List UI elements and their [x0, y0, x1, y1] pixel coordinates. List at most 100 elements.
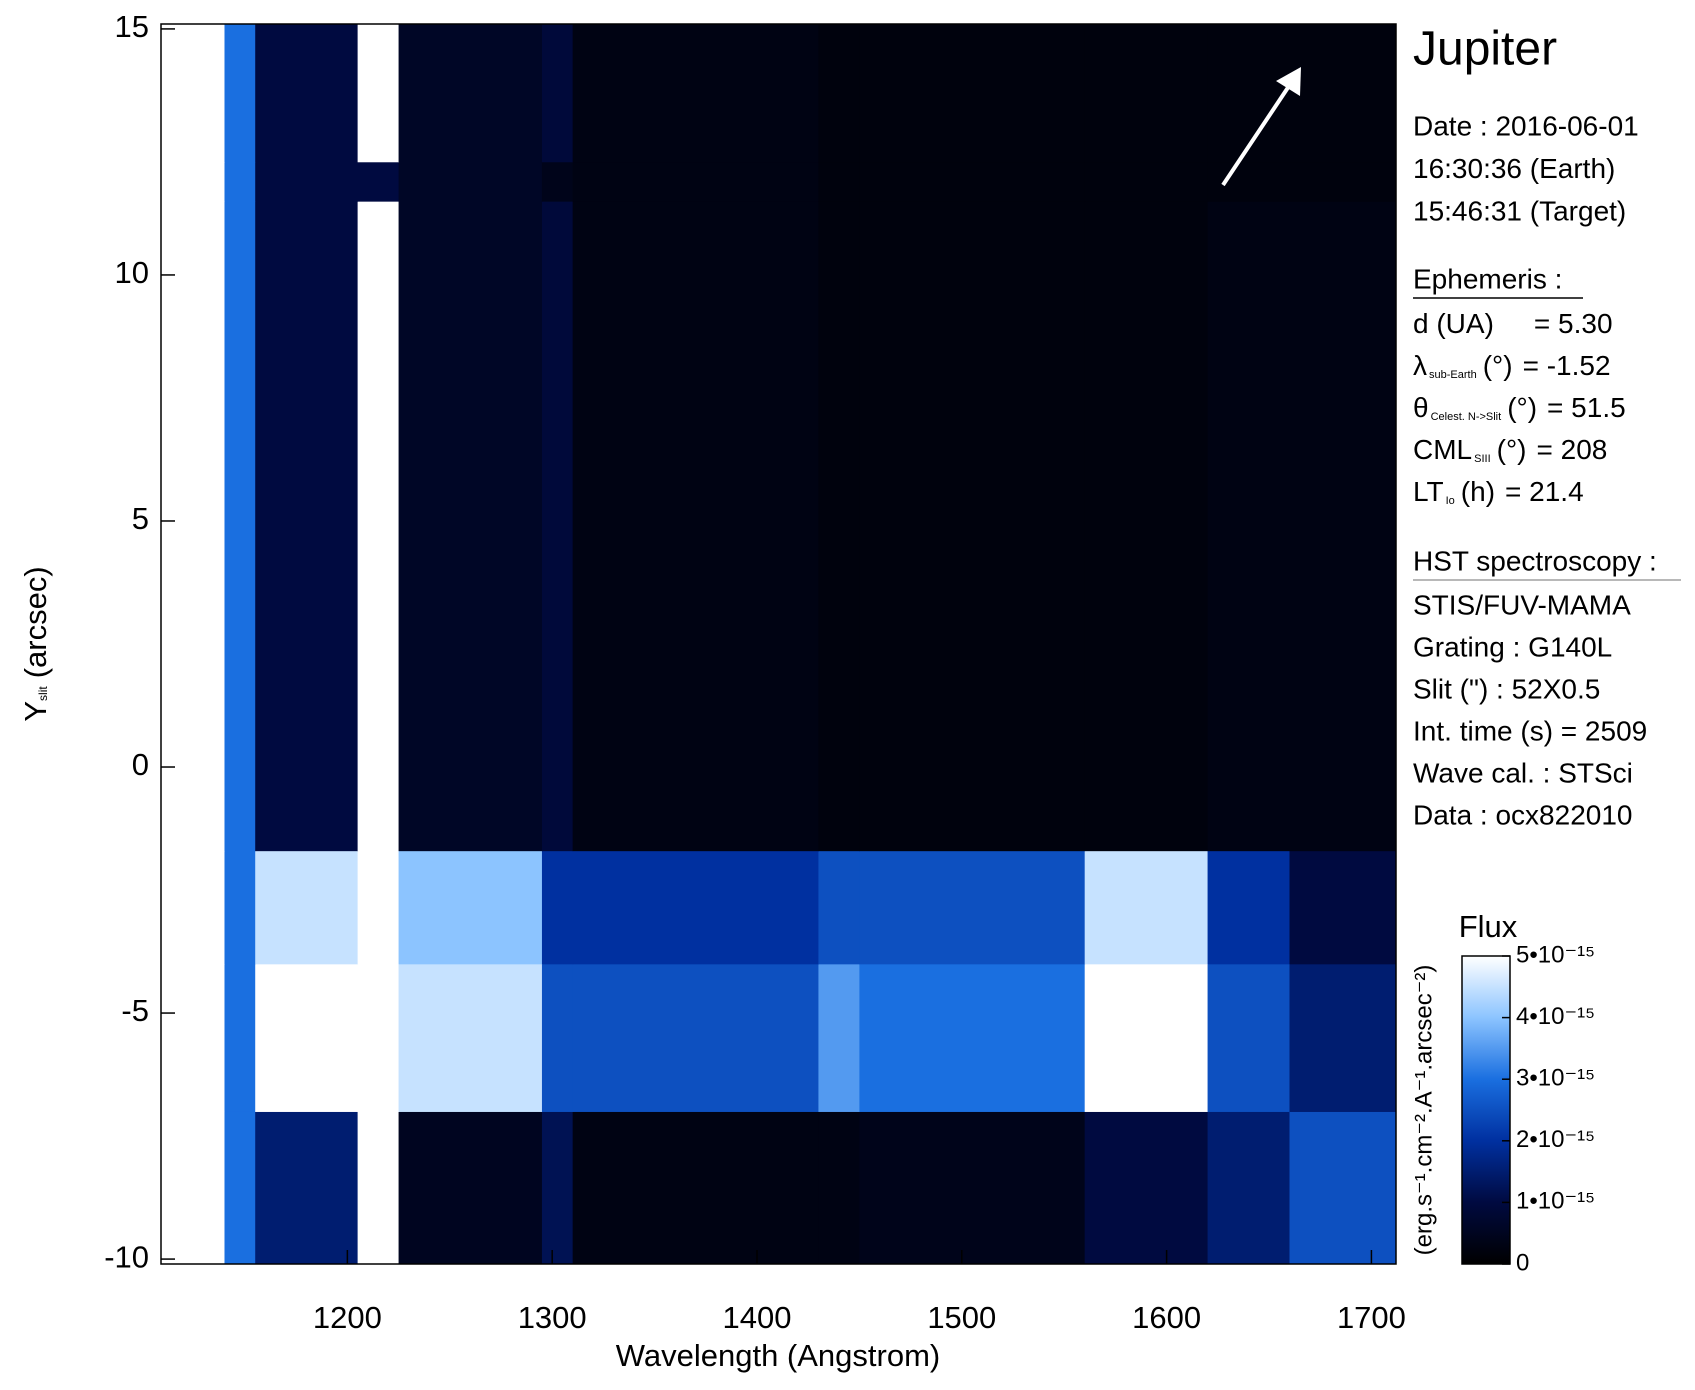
ephemeris-row: CML SIII (°) = 208 [1413, 434, 1607, 465]
ephemeris-sub: sub-Earth [1429, 369, 1477, 381]
ephemeris-row: θ Celest. N->Slit (°) = 51.5 [1413, 392, 1626, 423]
heat-cell [161, 963, 225, 1112]
ephemeris-unit: (°) [1507, 392, 1537, 423]
instrument-row: STIS/FUV-MAMA [1413, 589, 1631, 620]
ephemeris-row: λ sub-Earth (°) = -1.52 [1413, 350, 1611, 381]
heat-cell [1289, 161, 1397, 202]
heat-cell [1207, 24, 1290, 163]
ephemeris-unit: (°) [1483, 350, 1513, 381]
heat-cell [398, 161, 543, 202]
heat-cell [357, 161, 400, 202]
y-tick-label: -5 [121, 993, 149, 1028]
ephemeris-unit: (°) [1497, 434, 1527, 465]
ephemeris-value: = 208 [1537, 434, 1608, 465]
x-tick-label: 1500 [927, 1300, 996, 1335]
colorbar-tick-label: 0 [1516, 1249, 1529, 1276]
instrument-row: Int. time (s) = 2509 [1413, 715, 1647, 746]
y-tick-label: 10 [115, 255, 149, 290]
heat-cell [859, 24, 1086, 163]
panel-title: Jupiter [1413, 23, 1557, 76]
heat-cell [859, 1111, 1086, 1265]
heat-cell [398, 24, 543, 163]
heat-cell [224, 24, 256, 163]
heat-cell [357, 201, 400, 852]
heat-cell [541, 24, 574, 163]
y-tick-label: 15 [115, 9, 149, 44]
heat-cell [541, 161, 574, 202]
y-tick-label: 5 [132, 501, 149, 536]
heat-cell [541, 1111, 574, 1265]
ephemeris-row: LT Io (h) = 21.4 [1413, 476, 1584, 507]
ephemeris-name: λ [1413, 350, 1427, 381]
heat-cell [1289, 201, 1397, 852]
heat-cell [572, 1111, 819, 1265]
heat-cell [357, 1111, 400, 1265]
heat-cell [572, 201, 819, 852]
heat-cell [541, 963, 574, 1112]
heat-cell [1289, 24, 1397, 163]
colorbar [1461, 955, 1511, 1265]
direction-arrow [1221, 67, 1301, 187]
ephemeris-name: LT [1413, 476, 1444, 507]
heat-cell [1084, 24, 1209, 163]
colorbar-tick-label: 1•10⁻¹⁵ [1516, 1188, 1595, 1215]
heat-cell [818, 1111, 860, 1265]
heat-cell [572, 24, 819, 163]
heat-cell [1207, 1111, 1290, 1265]
ephemeris-sub: Io [1446, 495, 1455, 507]
heat-cell [859, 161, 1086, 202]
heat-cell [161, 24, 225, 163]
colorbar-title: Flux [1459, 909, 1518, 944]
heat-cell [398, 201, 543, 852]
ephemeris-value: = 21.4 [1505, 476, 1584, 507]
heat-cell [1084, 850, 1209, 965]
heat-cell [818, 24, 860, 163]
date-line: 15:46:31 (Target) [1413, 195, 1626, 226]
heat-cell [572, 161, 819, 202]
heat-cell [357, 24, 400, 163]
heat-cell [572, 963, 819, 1112]
colorbar-tick-label: 2•10⁻¹⁵ [1516, 1126, 1595, 1153]
heat-cell [224, 201, 256, 852]
heat-cell [541, 201, 574, 852]
colorbar-tick-label: 5•10⁻¹⁵ [1516, 941, 1595, 968]
ephemeris-value: = 51.5 [1547, 392, 1626, 423]
heat-cell [859, 201, 1086, 852]
ephemeris-value: = -1.52 [1523, 350, 1611, 381]
heatmap [161, 24, 1397, 1265]
ephemeris-name: d (UA) [1413, 308, 1494, 339]
heat-cell [161, 850, 225, 965]
heat-cell [357, 963, 400, 1112]
heat-cell [1289, 850, 1397, 965]
heat-cell [357, 850, 400, 965]
heat-cell [1207, 963, 1290, 1112]
heat-cell [541, 850, 574, 965]
heat-cell [1084, 201, 1209, 852]
colorbar-tick-label: 3•10⁻¹⁵ [1516, 1065, 1595, 1092]
x-tick-label: 1400 [723, 1300, 792, 1335]
x-tick-label: 1300 [518, 1300, 587, 1335]
heat-cell [818, 850, 860, 965]
heat-cell [1289, 1111, 1397, 1265]
section-heading: HST spectroscopy : [1413, 545, 1657, 576]
ephemeris-sub: Celest. N->Slit [1431, 411, 1502, 423]
ephemeris-unit: (h) [1461, 476, 1495, 507]
section-heading: Ephemeris : [1413, 263, 1562, 294]
ephemeris-name: CML [1413, 434, 1472, 465]
heat-cell [818, 161, 860, 202]
ephemeris-name: θ [1413, 392, 1429, 423]
heat-cell [161, 161, 225, 202]
heat-cell [1084, 963, 1209, 1112]
colorbar-label: (erg.s⁻¹.cm⁻².A⁻¹.arcsec⁻²) [1410, 965, 1437, 1256]
instrument-row: Wave cal. : STSci [1413, 757, 1633, 788]
date-line: 16:30:36 (Earth) [1413, 153, 1615, 184]
heat-cell [818, 963, 860, 1112]
x-axis-title: Wavelength (Angstrom) [616, 1338, 940, 1373]
x-tick-label: 1600 [1132, 1300, 1201, 1335]
heat-cell [398, 1111, 543, 1265]
heat-cell [1207, 850, 1290, 965]
heat-cell [255, 201, 359, 852]
y-axis-title: Yslit(arcsec) [18, 566, 53, 721]
heat-cell [255, 850, 359, 965]
